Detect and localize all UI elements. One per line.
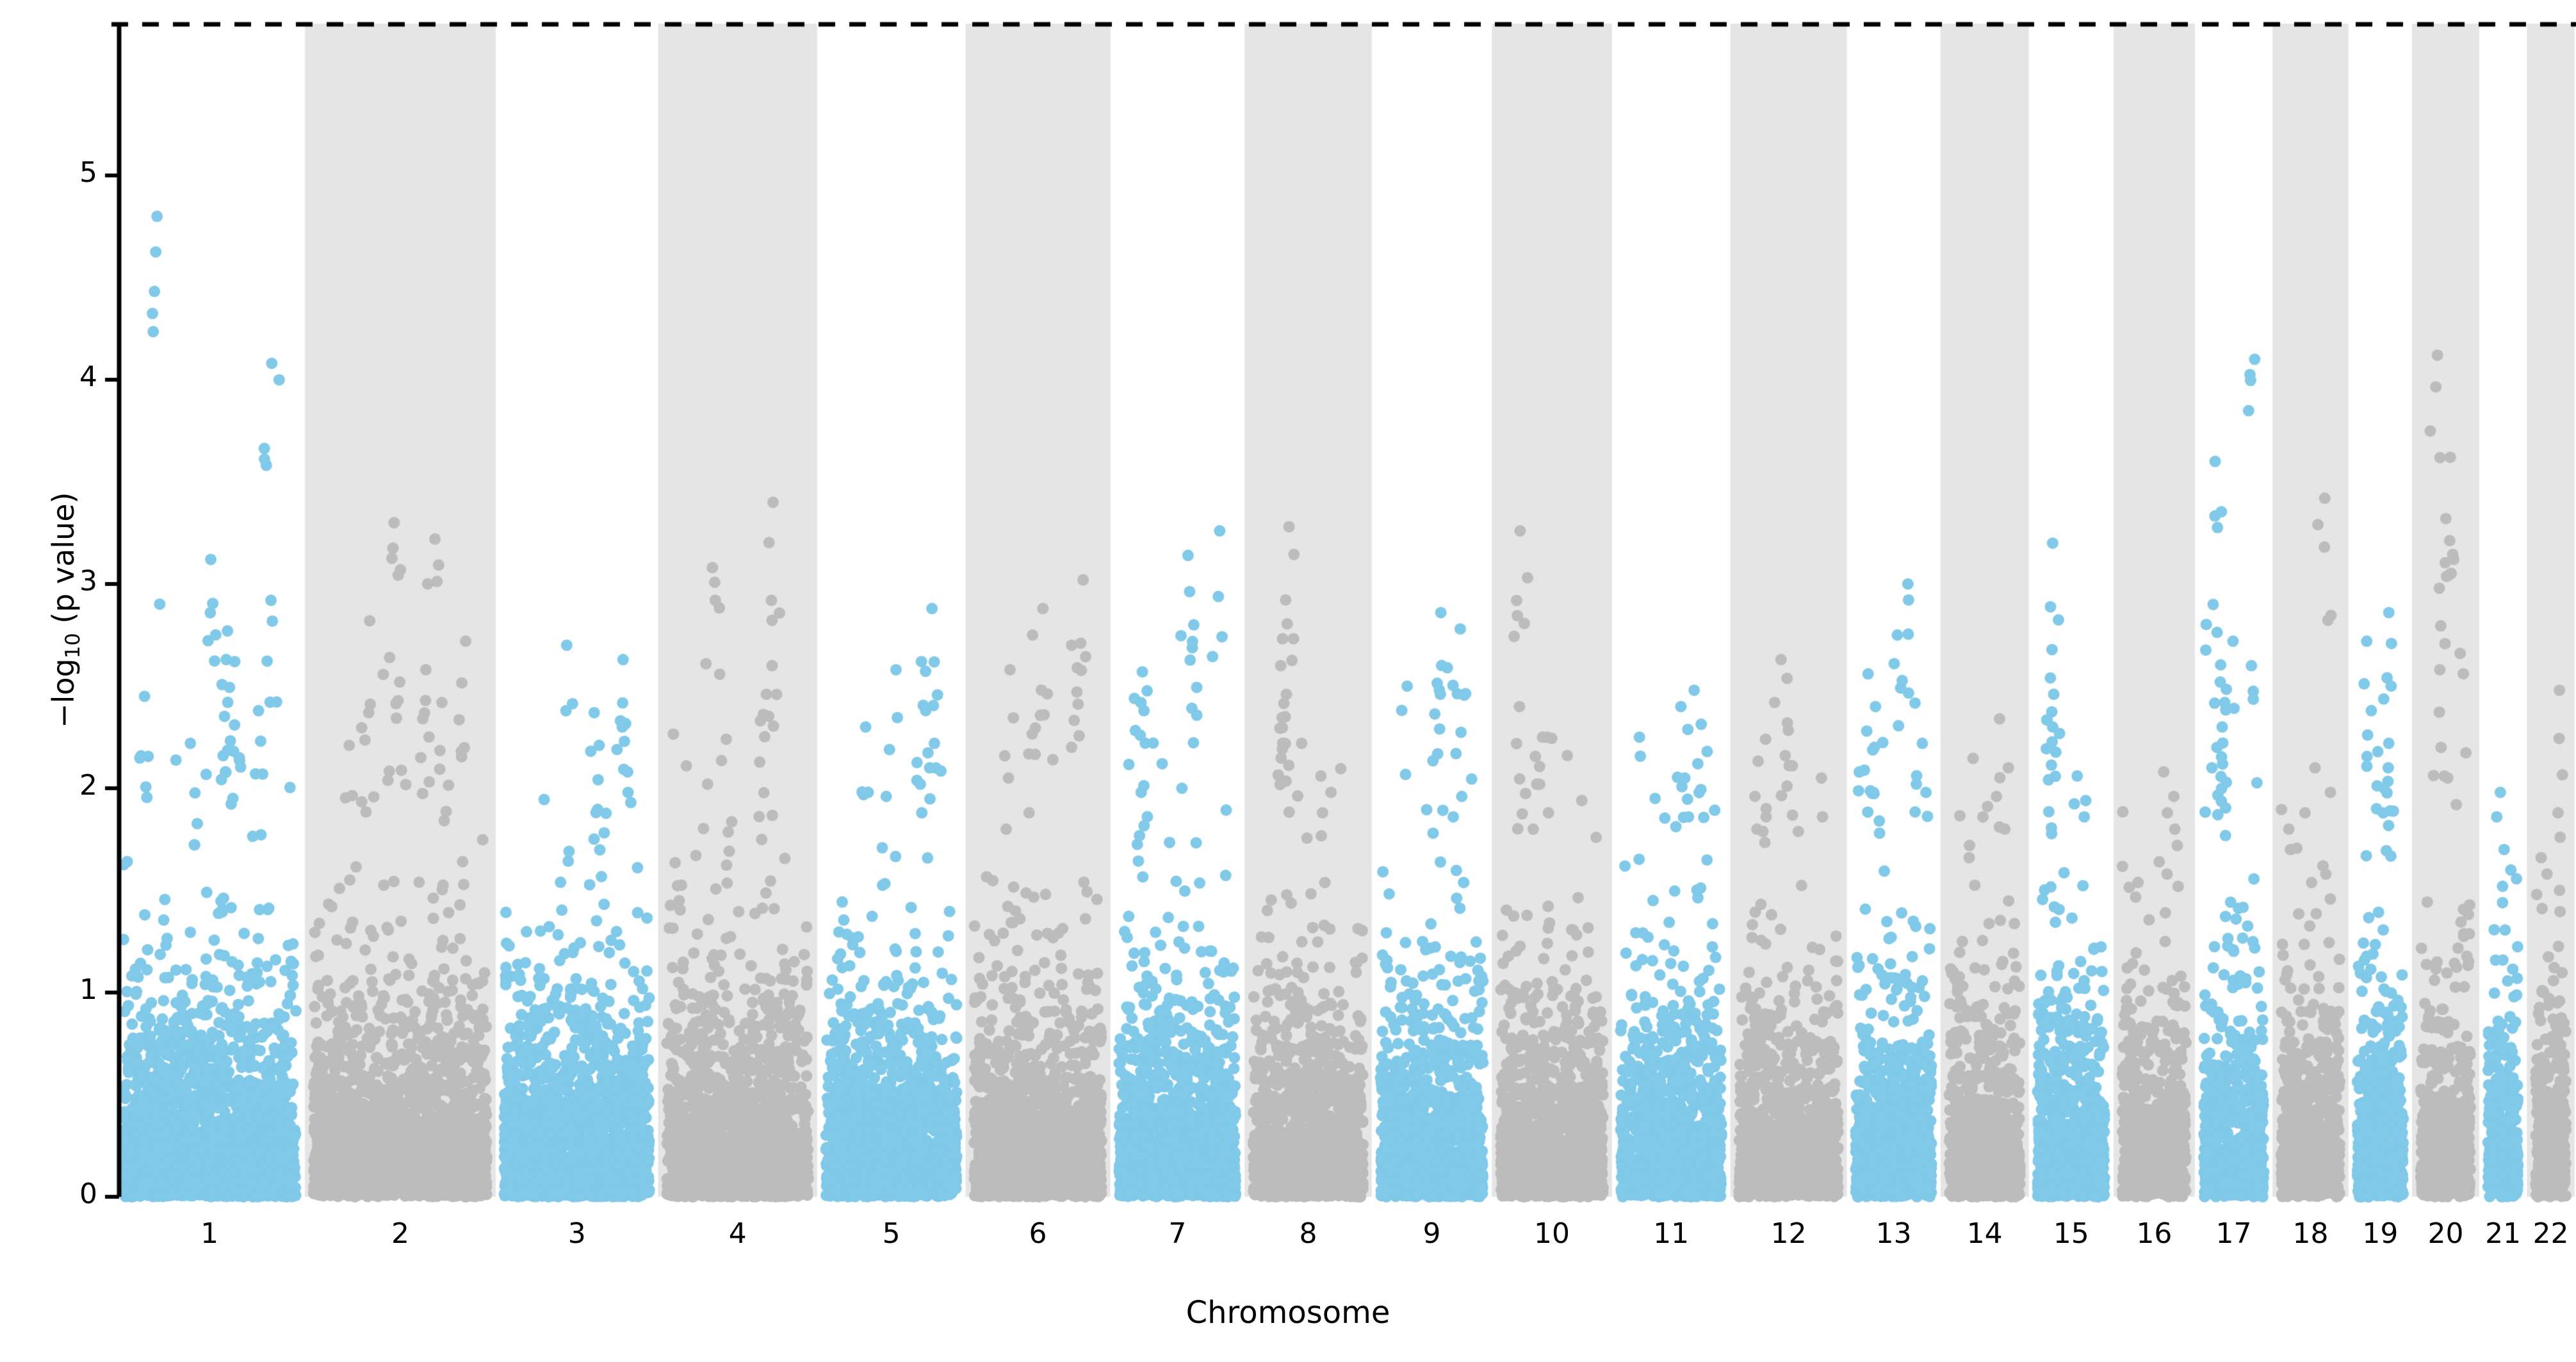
y-axis-label: −log10 (p value)	[46, 492, 85, 728]
x-tick-label-chr14: 14	[1966, 1217, 2003, 1250]
x-tick-label-chr3: 3	[567, 1217, 586, 1250]
x-tick-label-chr20: 20	[2427, 1217, 2464, 1250]
x-tick-label-chr13: 13	[1875, 1217, 1912, 1250]
x-tick-label-chr11: 11	[1653, 1217, 1690, 1250]
x-tick-label-chr10: 10	[1534, 1217, 1570, 1250]
x-tick-label-chr7: 7	[1168, 1217, 1187, 1250]
y-axis-label-suffix: (p value)	[46, 492, 81, 633]
x-tick-label-chr21: 21	[2485, 1217, 2522, 1250]
x-tick-label-chr9: 9	[1423, 1217, 1441, 1250]
x-tick-label-chr16: 16	[2136, 1217, 2172, 1250]
x-tick-label-chr5: 5	[882, 1217, 901, 1250]
x-tick-label-chr1: 1	[200, 1217, 219, 1250]
x-tick-label-chr17: 17	[2215, 1217, 2252, 1250]
y-axis-label-subscript: 10	[61, 633, 85, 659]
x-tick-label-chr8: 8	[1299, 1217, 1317, 1250]
x-tick-label-chr19: 19	[2362, 1217, 2399, 1250]
x-tick-label-chr12: 12	[1770, 1217, 1807, 1250]
x-tick-label-chr6: 6	[1029, 1217, 1047, 1250]
y-tick-label-4: 4	[79, 361, 97, 393]
y-axis-label-prefix: −log	[46, 658, 81, 728]
y-tick-label-2: 2	[79, 769, 97, 802]
x-tick-label-chr22: 22	[2532, 1217, 2569, 1250]
x-tick-label-chr18: 18	[2292, 1217, 2329, 1250]
y-tick-label-5: 5	[79, 156, 97, 189]
x-tick-label-chr4: 4	[728, 1217, 747, 1250]
x-tick-label-chr15: 15	[2053, 1217, 2089, 1250]
y-tick-label-0: 0	[79, 1178, 97, 1210]
x-tick-label-chr2: 2	[391, 1217, 409, 1250]
y-tick-label-3: 3	[79, 565, 97, 597]
y-tick-label-1: 1	[79, 973, 97, 1006]
x-axis-label: Chromosome	[1186, 1295, 1390, 1331]
